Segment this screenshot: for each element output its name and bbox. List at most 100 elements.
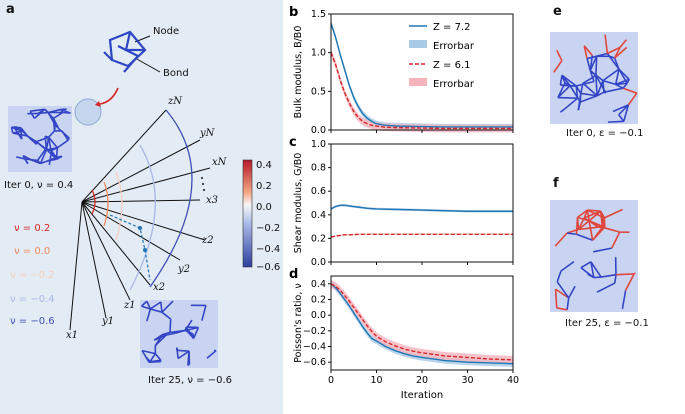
network-bond xyxy=(582,82,598,97)
legend-label: Z = 6.1 xyxy=(433,60,471,71)
axis-fan xyxy=(69,109,211,331)
network-bond xyxy=(566,232,577,236)
network-bond xyxy=(583,45,593,57)
network-bond xyxy=(622,104,630,122)
ylabel: Bulk modulus, B/B0 xyxy=(293,26,304,119)
network-bond xyxy=(62,111,71,114)
network-bond xyxy=(556,49,563,61)
network-bond xyxy=(29,110,36,119)
zoom-arrow xyxy=(99,87,119,105)
network-bond xyxy=(146,308,152,322)
nu-label: ν = −0.4 xyxy=(10,294,55,305)
ylabel: Poisson's ratio, ν xyxy=(293,283,304,362)
network-bond xyxy=(36,159,42,165)
network-bond xyxy=(166,332,176,336)
network-bond xyxy=(595,75,607,94)
network-bond xyxy=(596,282,616,293)
colorbar-tick: −0.6 xyxy=(256,262,281,273)
network-bond xyxy=(186,326,199,332)
network-bond xyxy=(149,301,162,310)
axis-label: y1 xyxy=(102,316,115,327)
axis-label: x3 xyxy=(206,195,219,206)
network-bond xyxy=(61,130,69,141)
network-bond xyxy=(557,85,571,99)
network-bond xyxy=(602,68,620,82)
ytick-label: 0.4 xyxy=(311,210,326,221)
network-bond xyxy=(576,80,595,87)
series-line-Z7.2 xyxy=(330,283,514,365)
network-bond xyxy=(154,334,167,347)
network-bond xyxy=(587,209,601,212)
network-bond xyxy=(621,290,627,310)
network-bond xyxy=(595,75,598,96)
network-bond xyxy=(564,97,579,109)
caption-e: Iter 0, ε = −0.1 xyxy=(566,128,644,139)
displacement-path xyxy=(109,214,151,281)
network-bond xyxy=(583,45,588,59)
network-bond xyxy=(602,79,616,86)
panel-label-a: a xyxy=(6,2,15,17)
arc-nu-m0.6 xyxy=(149,109,193,288)
network-bond xyxy=(150,308,163,313)
arc-nu-m0.4 xyxy=(129,144,156,291)
network-bond xyxy=(603,87,624,93)
xtick-label: 0 xyxy=(328,375,334,386)
network-bond xyxy=(13,126,23,140)
network-bond xyxy=(593,276,602,279)
legend-band xyxy=(409,78,427,86)
network-bond xyxy=(141,305,151,310)
panel-label-f: f xyxy=(553,176,559,191)
network-bond xyxy=(593,247,612,253)
network-bond xyxy=(30,108,45,113)
network-bond xyxy=(567,285,576,299)
network-bond xyxy=(556,307,568,311)
arc-nu-m0.2 xyxy=(115,171,123,241)
network-bond xyxy=(596,52,608,57)
network-bond xyxy=(618,104,629,116)
node-dot xyxy=(143,248,147,252)
errorbar-band xyxy=(331,20,513,130)
network-bond xyxy=(556,270,562,283)
ytick-label: 0.4 xyxy=(311,279,326,290)
network-bond xyxy=(580,261,592,269)
panel-a-drawing xyxy=(69,30,253,331)
network-bond xyxy=(576,233,593,241)
network-bond xyxy=(580,92,598,97)
network-bond xyxy=(618,68,628,84)
network-bond xyxy=(569,85,581,103)
legend-label: Z = 7.2 xyxy=(433,22,471,33)
network-bond xyxy=(580,94,598,103)
network-bond xyxy=(595,56,598,76)
network-bond xyxy=(582,74,597,84)
chart-frame xyxy=(330,143,514,263)
network-bond xyxy=(586,58,592,71)
network-bond xyxy=(55,147,59,158)
network-bond xyxy=(154,353,162,361)
xtick-label: 10 xyxy=(370,375,382,386)
iter25-caption: Iter 25, ν = −0.6 xyxy=(148,375,232,386)
network-bond xyxy=(561,74,571,87)
network-bond xyxy=(44,136,48,151)
network-bond xyxy=(577,209,588,219)
network-bond xyxy=(612,104,629,113)
chart-c: 0.0 0.2 0.4 0.6 0.8 1.0 Shear modulus, G/B0 c xyxy=(289,135,514,268)
errorbar-band xyxy=(331,204,513,213)
network-bond xyxy=(39,149,48,164)
network-bond xyxy=(627,92,638,106)
network-bond xyxy=(583,210,601,219)
panel-label-e: e xyxy=(553,4,562,19)
network-bond xyxy=(146,300,152,310)
network-bond xyxy=(614,274,617,284)
ytick-label: −0.2 xyxy=(303,326,326,337)
legend-label: Errorbar xyxy=(433,79,475,90)
network-bond xyxy=(588,220,594,241)
network-bond xyxy=(560,84,571,87)
network-bond xyxy=(161,311,172,320)
network-bond xyxy=(590,261,602,278)
xtick-label: 30 xyxy=(461,375,473,386)
network-bond xyxy=(169,319,172,333)
ytick-label: −0.6 xyxy=(303,357,326,368)
network-bond xyxy=(559,75,563,86)
axis-label: xN xyxy=(212,157,227,168)
axis-label: y2 xyxy=(178,264,191,275)
